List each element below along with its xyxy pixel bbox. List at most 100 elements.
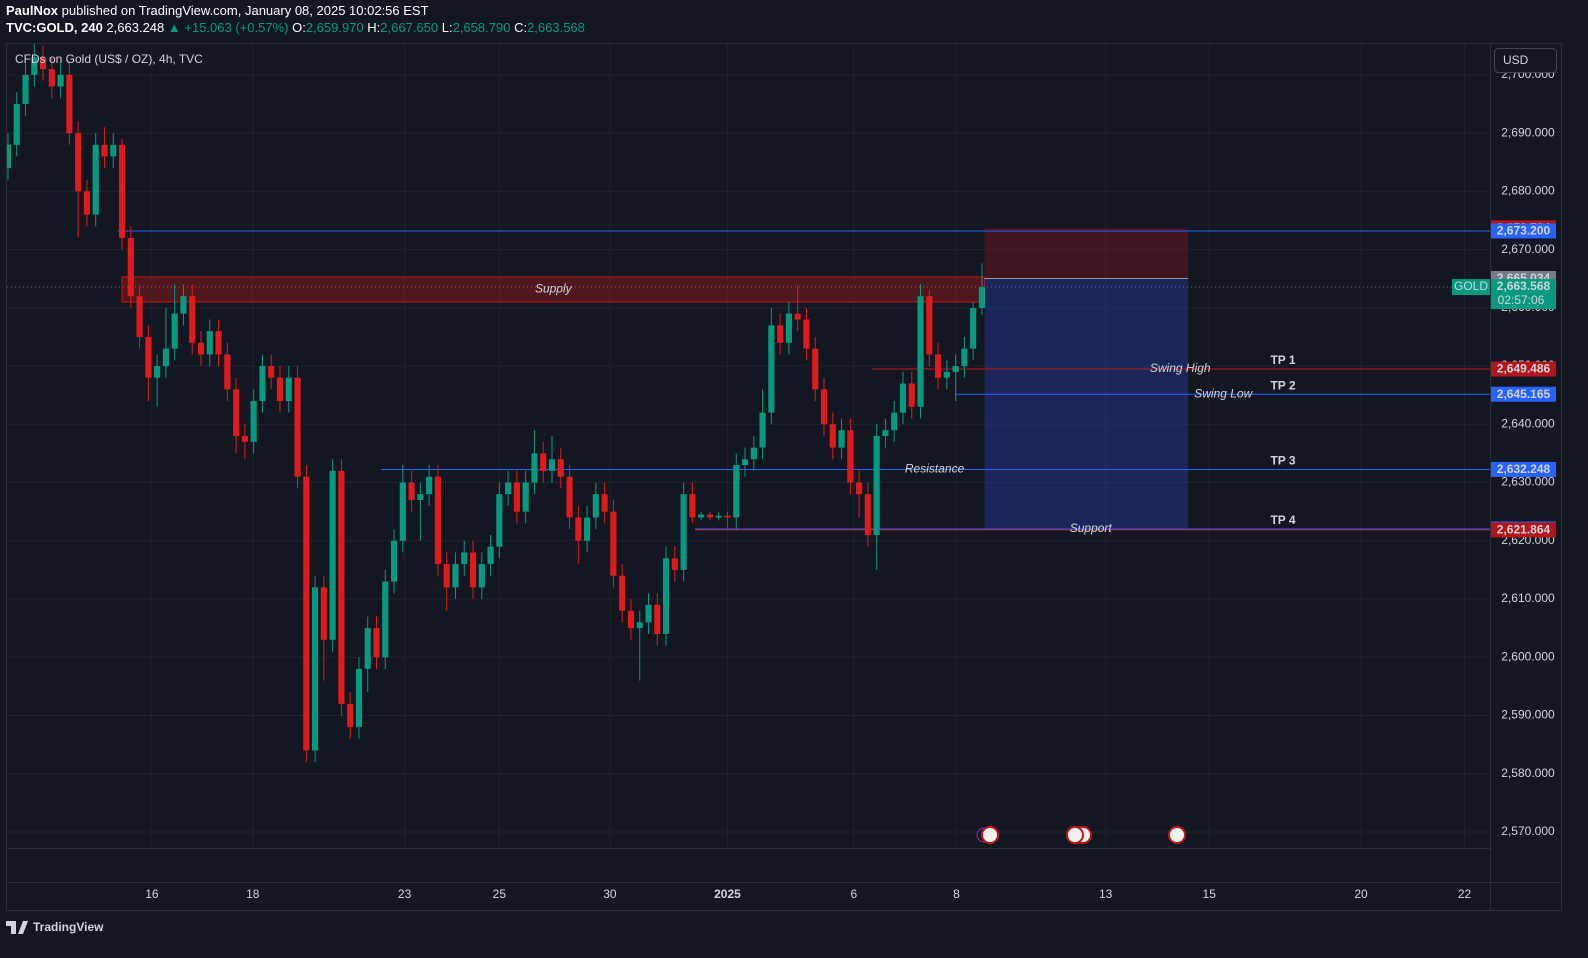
x-tick-label: 18 (246, 887, 260, 901)
candle-body (610, 511, 617, 576)
candle-body (601, 494, 608, 512)
symbol-tag-label: GOLD (1454, 279, 1488, 293)
candle-body (347, 703, 354, 728)
y-tick-label: 2,680.000 (1501, 184, 1555, 198)
published: published on TradingView.com, January 08… (62, 3, 429, 18)
candle-body (777, 325, 784, 343)
y-tick-label: 2,610.000 (1501, 591, 1555, 605)
candle-body (812, 348, 819, 390)
candle-body (382, 581, 389, 658)
candle-body (417, 494, 424, 501)
candle-body (864, 494, 871, 535)
candle-body (189, 296, 196, 343)
candle-body (654, 604, 661, 634)
candle-body (101, 144, 108, 157)
x-tick-label: 30 (603, 887, 617, 901)
candle-body (7, 144, 12, 169)
author: PaulNox (6, 3, 59, 18)
c-label: C: (514, 20, 527, 35)
candle-body (408, 482, 415, 501)
header-line-2: TVC:GOLD, 240 2,663.248 ▲ +15.063 (+0.57… (6, 20, 585, 35)
candle-body (434, 476, 441, 565)
candle-body (619, 575, 626, 611)
candle-body (312, 587, 319, 751)
candles (7, 44, 986, 763)
candle-body (487, 546, 494, 565)
candle-body (241, 435, 248, 442)
grid (7, 44, 1490, 848)
candle-body (952, 366, 959, 372)
candle-body (838, 430, 845, 448)
candle-body (847, 430, 854, 483)
candle-body (303, 476, 310, 751)
candle-body (943, 371, 950, 378)
tp-label: TP 3 (1270, 454, 1295, 468)
y-tick-label: 2,600.000 (1501, 649, 1555, 663)
candle-body (136, 296, 143, 337)
x-tick-label: 20 (1354, 887, 1368, 901)
candle-body (961, 348, 968, 367)
candle-body (540, 453, 547, 471)
candle-body (461, 552, 468, 565)
candle-body (584, 517, 591, 541)
level-note: Swing High (1150, 361, 1211, 375)
last-price-label: 2,663.568 (1497, 279, 1551, 293)
candle-body (162, 348, 169, 367)
x-tick-label: 16 (145, 887, 159, 901)
candle-body (636, 622, 643, 629)
candle-body (399, 482, 406, 541)
candle-body (557, 459, 564, 477)
candle-body (250, 401, 257, 442)
candle-body (224, 354, 231, 390)
candle-body (592, 494, 599, 518)
countdown: 02:57:06 (1498, 293, 1545, 307)
tp-label: TP 2 (1270, 378, 1295, 392)
x-tick-label: 13 (1099, 887, 1113, 901)
candle-body (750, 447, 757, 460)
y-tick-label: 2,690.000 (1501, 125, 1555, 139)
y-tick-label: 2,630.000 (1501, 475, 1555, 489)
candle-body (478, 564, 485, 588)
axes: 2,570.000 2,580.000 2,590.000 2,600.000 2,61… (145, 67, 1556, 901)
brand: TradingView (33, 920, 104, 934)
candle-body (154, 366, 161, 378)
candle-body (127, 237, 134, 297)
level-note: Swing Low (1194, 386, 1253, 400)
level-note: Support (1070, 521, 1113, 535)
candle-body (39, 57, 47, 70)
candle-body (215, 331, 222, 355)
candle-body (426, 476, 433, 495)
h-label: H: (367, 20, 380, 35)
price-tag-label: 2,621.864 (1497, 523, 1551, 537)
candle-body (320, 587, 327, 640)
h: 2,667.650 (380, 20, 438, 35)
candle-body (22, 74, 29, 104)
x-tick-label: 22 (1458, 887, 1472, 901)
candle-body (891, 412, 898, 431)
price-tag-label: 2,673.200 (1497, 224, 1551, 238)
event-icon (1066, 826, 1084, 844)
candle-body (329, 470, 336, 640)
candle-body (373, 628, 380, 658)
last-price-tag (1491, 279, 1556, 310)
candle-body (233, 389, 240, 436)
tp-label: TP 1 (1270, 353, 1295, 367)
candle-body (689, 494, 696, 518)
y-tick-label: 2,640.000 (1501, 416, 1555, 430)
x-tick-label: 23 (398, 887, 412, 901)
level-note: Resistance (905, 462, 965, 476)
candle-body (180, 296, 187, 314)
candle-body (145, 336, 152, 378)
candle-body (908, 383, 915, 407)
currency[interactable]: USD (1503, 53, 1529, 67)
candle-body (75, 133, 82, 192)
currency-button[interactable] (1494, 48, 1557, 73)
drawings (7, 227, 1490, 531)
candle-body (706, 514, 714, 518)
last: 2,663.248 (106, 20, 164, 35)
candle-body (469, 552, 477, 588)
x-tick-label: 25 (493, 887, 507, 901)
candle-body (294, 377, 301, 477)
symbol-tag (1452, 279, 1490, 296)
